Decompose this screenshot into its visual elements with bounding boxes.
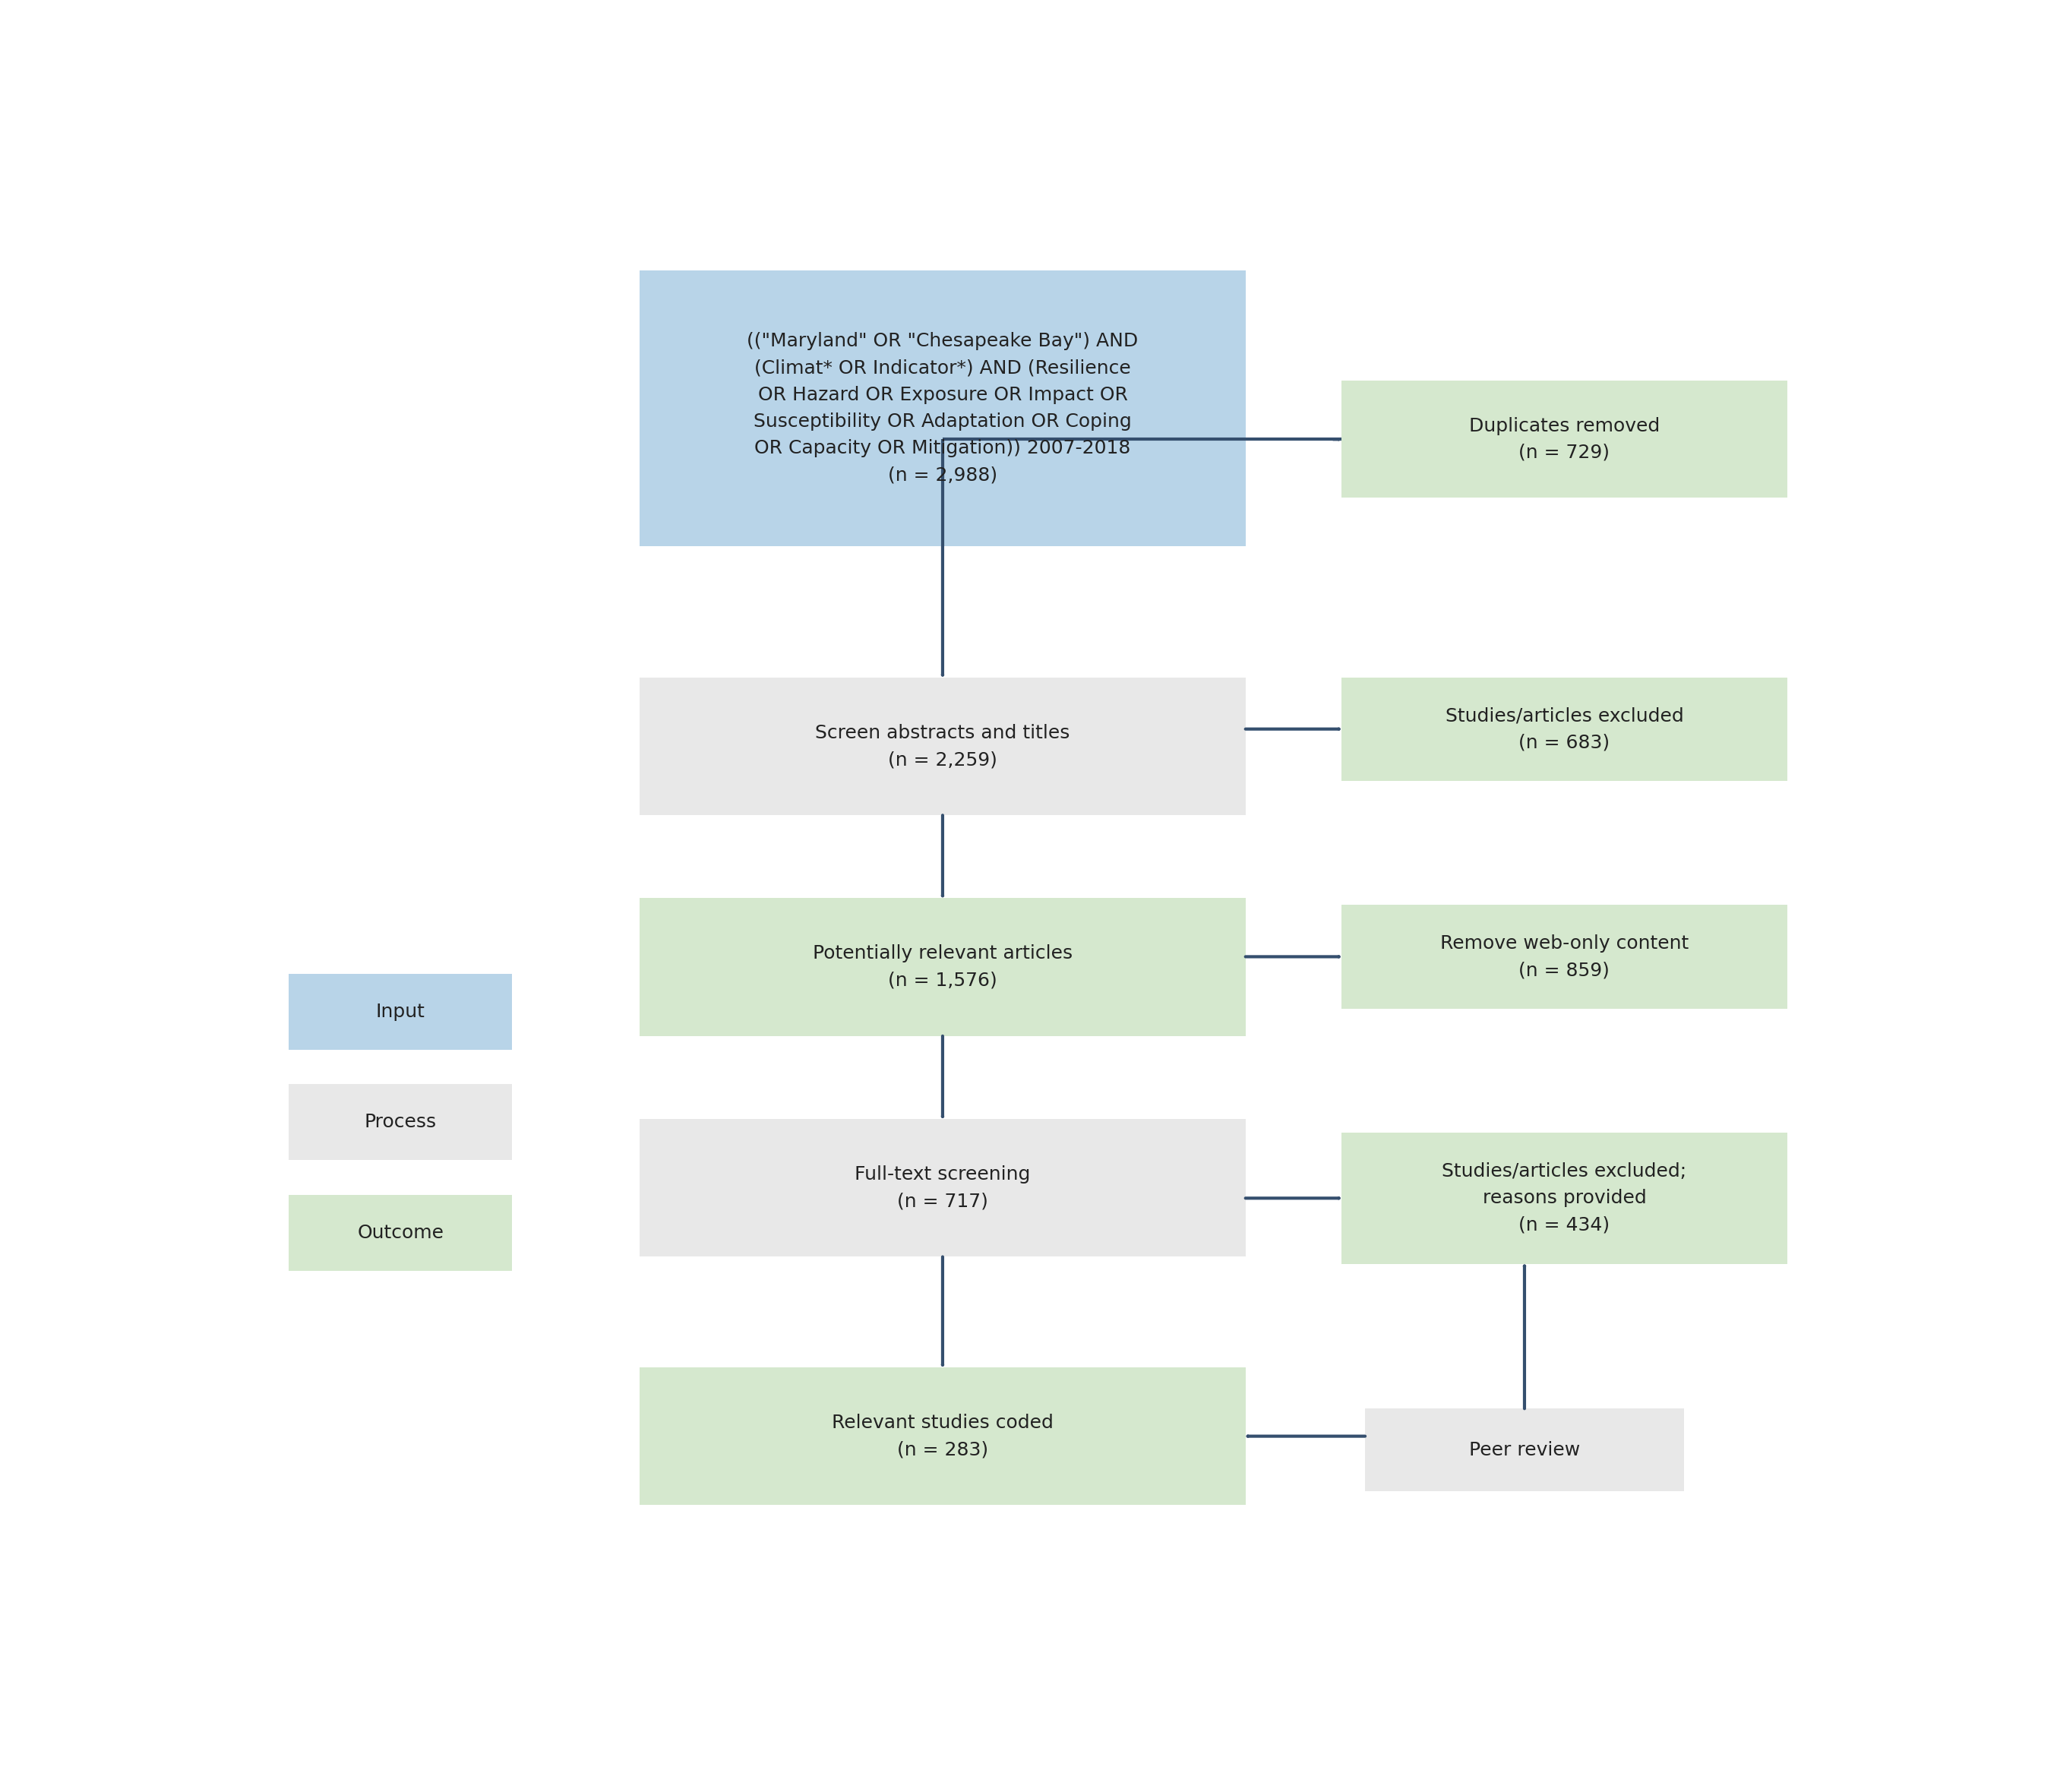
FancyBboxPatch shape [640,1118,1247,1256]
Text: Full-text screening
(n = 717): Full-text screening (n = 717) [856,1165,1031,1210]
Text: Input: Input [376,1004,426,1021]
Text: Process: Process [364,1113,436,1131]
Text: Screen abstracts and titles
(n = 2,259): Screen abstracts and titles (n = 2,259) [815,724,1070,769]
Text: Relevant studies coded
(n = 283): Relevant studies coded (n = 283) [831,1414,1053,1459]
FancyBboxPatch shape [640,1367,1247,1505]
FancyBboxPatch shape [288,1084,512,1159]
FancyBboxPatch shape [1341,677,1788,781]
FancyBboxPatch shape [1341,905,1788,1009]
Text: Duplicates removed
(n = 729): Duplicates removed (n = 729) [1469,418,1660,462]
Text: Potentially relevant articles
(n = 1,576): Potentially relevant articles (n = 1,576… [813,944,1072,989]
Text: Studies/articles excluded;
reasons provided
(n = 434): Studies/articles excluded; reasons provi… [1442,1163,1687,1235]
FancyBboxPatch shape [288,1195,512,1271]
Text: Outcome: Outcome [358,1224,444,1242]
FancyBboxPatch shape [1341,1133,1788,1263]
FancyBboxPatch shape [640,677,1247,815]
Text: Remove web-only content
(n = 859): Remove web-only content (n = 859) [1440,934,1689,978]
Text: Peer review: Peer review [1469,1441,1580,1459]
FancyBboxPatch shape [640,898,1247,1036]
FancyBboxPatch shape [640,271,1247,547]
Text: (("Maryland" OR "Chesapeake Bay") AND
(Climat* OR Indicator*) AND (Resilience
OR: (("Maryland" OR "Chesapeake Bay") AND (C… [747,332,1138,484]
FancyBboxPatch shape [1366,1409,1685,1491]
FancyBboxPatch shape [288,975,512,1050]
FancyBboxPatch shape [1341,380,1788,498]
Text: Studies/articles excluded
(n = 683): Studies/articles excluded (n = 683) [1446,706,1683,751]
